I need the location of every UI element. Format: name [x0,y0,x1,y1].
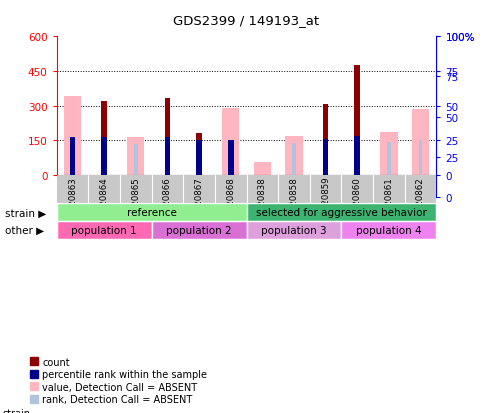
Bar [134,145,138,176]
Bar [228,141,234,176]
Bar [222,109,240,176]
Bar [70,138,75,176]
Text: GSM120858: GSM120858 [289,176,298,229]
Text: GSM120864: GSM120864 [100,176,108,229]
Bar [323,105,328,176]
Legend: count, percentile rank within the sample, value, Detection Call = ABSENT, rank, : count, percentile rank within the sample… [30,357,207,404]
Bar [152,222,246,240]
Bar [57,204,246,222]
Bar [196,141,202,176]
Bar [229,141,233,176]
Text: GSM120868: GSM120868 [226,176,235,229]
Bar [57,222,152,240]
Bar [354,66,360,176]
Bar [323,140,328,176]
Bar [285,136,303,176]
Bar [101,138,107,176]
Bar [246,222,341,240]
Bar [380,133,397,176]
Bar [127,138,144,176]
Bar [165,138,170,176]
Text: GSM120866: GSM120866 [163,176,172,229]
Text: population 2: population 2 [166,225,232,236]
Text: GSM120862: GSM120862 [416,176,425,229]
Bar [354,137,360,176]
Text: GSM120865: GSM120865 [131,176,141,229]
Bar [419,141,423,176]
Bar [70,138,74,176]
Text: GSM120863: GSM120863 [68,176,77,229]
Bar [412,110,429,176]
Text: population 4: population 4 [356,225,422,236]
Text: GSM120861: GSM120861 [385,176,393,229]
Text: GSM120838: GSM120838 [258,176,267,229]
Text: strain ▶: strain ▶ [5,208,46,218]
Text: GDS2399 / 149193_at: GDS2399 / 149193_at [174,14,319,27]
Text: population 1: population 1 [71,225,137,236]
Bar [292,144,296,176]
Bar [165,98,170,176]
Bar [253,163,271,176]
Bar [196,134,202,176]
Text: population 3: population 3 [261,225,327,236]
Text: other ▶: other ▶ [5,225,44,236]
Text: GSM120860: GSM120860 [352,176,362,229]
Text: reference: reference [127,208,176,218]
Text: GSM120867: GSM120867 [195,176,204,229]
Bar [101,102,107,176]
Text: selected for aggressive behavior: selected for aggressive behavior [256,208,427,218]
Bar [64,97,81,176]
Text: strain: strain [2,408,31,413]
Bar [341,222,436,240]
Bar [387,142,391,176]
Bar [246,204,436,222]
Text: GSM120859: GSM120859 [321,176,330,229]
